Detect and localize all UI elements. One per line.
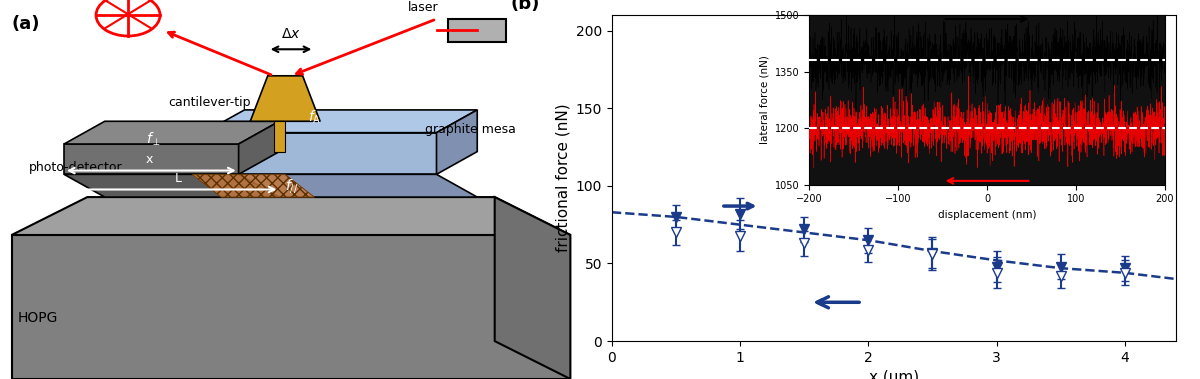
Text: $f_\mathrm{A}$: $f_\mathrm{A}$ <box>308 108 322 126</box>
Polygon shape <box>251 76 320 121</box>
Text: laser: laser <box>408 2 438 14</box>
Polygon shape <box>437 110 478 174</box>
Polygon shape <box>204 133 437 174</box>
Text: L: L <box>175 172 181 185</box>
Text: $f_\perp$: $f_\perp$ <box>145 131 161 149</box>
Circle shape <box>96 0 160 36</box>
FancyBboxPatch shape <box>448 19 506 42</box>
Text: $\Delta x$: $\Delta x$ <box>281 27 301 41</box>
Y-axis label: frictional force (nN): frictional force (nN) <box>556 104 570 252</box>
Polygon shape <box>64 121 280 144</box>
Polygon shape <box>64 174 280 197</box>
Polygon shape <box>12 197 570 235</box>
Polygon shape <box>494 197 570 379</box>
Text: x: x <box>145 153 152 166</box>
Text: photo-detector: photo-detector <box>29 161 122 174</box>
Polygon shape <box>274 121 286 152</box>
Text: HOPG: HOPG <box>18 311 58 325</box>
Polygon shape <box>12 235 570 379</box>
Text: (a): (a) <box>12 15 40 33</box>
Text: graphite mesa: graphite mesa <box>425 123 516 136</box>
Text: (b): (b) <box>510 0 540 13</box>
Text: B: B <box>29 134 37 147</box>
Text: cantilever-tip: cantilever-tip <box>168 96 251 109</box>
Polygon shape <box>239 121 280 174</box>
Polygon shape <box>64 144 239 174</box>
Text: $f_{//}$: $f_{//}$ <box>286 177 299 195</box>
Polygon shape <box>192 174 314 197</box>
Polygon shape <box>204 174 478 197</box>
Polygon shape <box>204 110 478 133</box>
X-axis label: x (μm): x (μm) <box>869 370 919 379</box>
